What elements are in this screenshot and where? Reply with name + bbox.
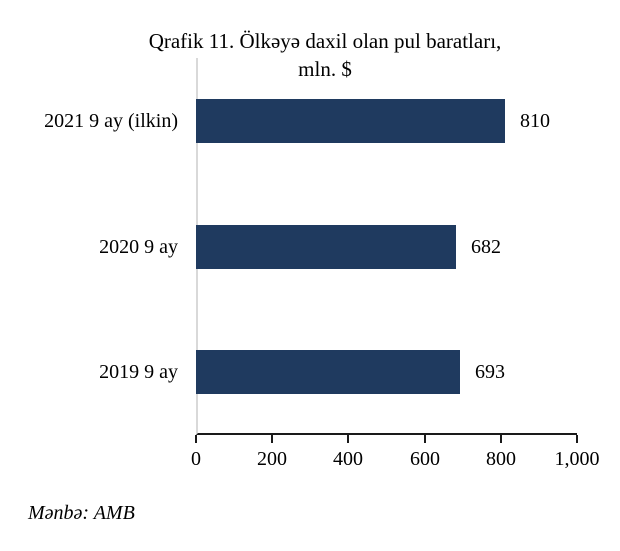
x-axis-tick <box>271 435 273 443</box>
x-axis-tick <box>576 435 578 443</box>
x-axis-tick-label: 600 <box>410 448 440 470</box>
bar <box>196 99 505 143</box>
category-label: 2021 9 ay (ilkin) <box>44 110 178 132</box>
x-axis-tick-label: 1,000 <box>554 448 600 470</box>
x-axis-tick <box>500 435 502 443</box>
chart-title-line2: mln. $ <box>298 57 352 81</box>
value-label: 693 <box>475 361 505 383</box>
x-axis-tick-label: 0 <box>191 448 201 470</box>
bar <box>196 225 456 269</box>
chart-title: Qrafik 11. Ölkəyə daxil olan pul baratla… <box>30 27 620 83</box>
value-label: 682 <box>471 236 501 258</box>
x-axis-tick <box>424 435 426 443</box>
chart-title-line1: Qrafik 11. Ölkəyə daxil olan pul baratla… <box>148 29 502 53</box>
bar <box>196 350 460 394</box>
x-axis-tick <box>347 435 349 443</box>
category-label: 2020 9 ay <box>99 236 178 258</box>
category-label: 2019 9 ay <box>99 361 178 383</box>
x-axis-tick <box>195 435 197 443</box>
source-note: Mənbə: AMB <box>28 502 135 524</box>
x-axis-tick-label: 400 <box>333 448 363 470</box>
x-axis-tick-label: 200 <box>257 448 287 470</box>
x-axis-tick-label: 800 <box>486 448 516 470</box>
value-label: 810 <box>520 110 550 132</box>
